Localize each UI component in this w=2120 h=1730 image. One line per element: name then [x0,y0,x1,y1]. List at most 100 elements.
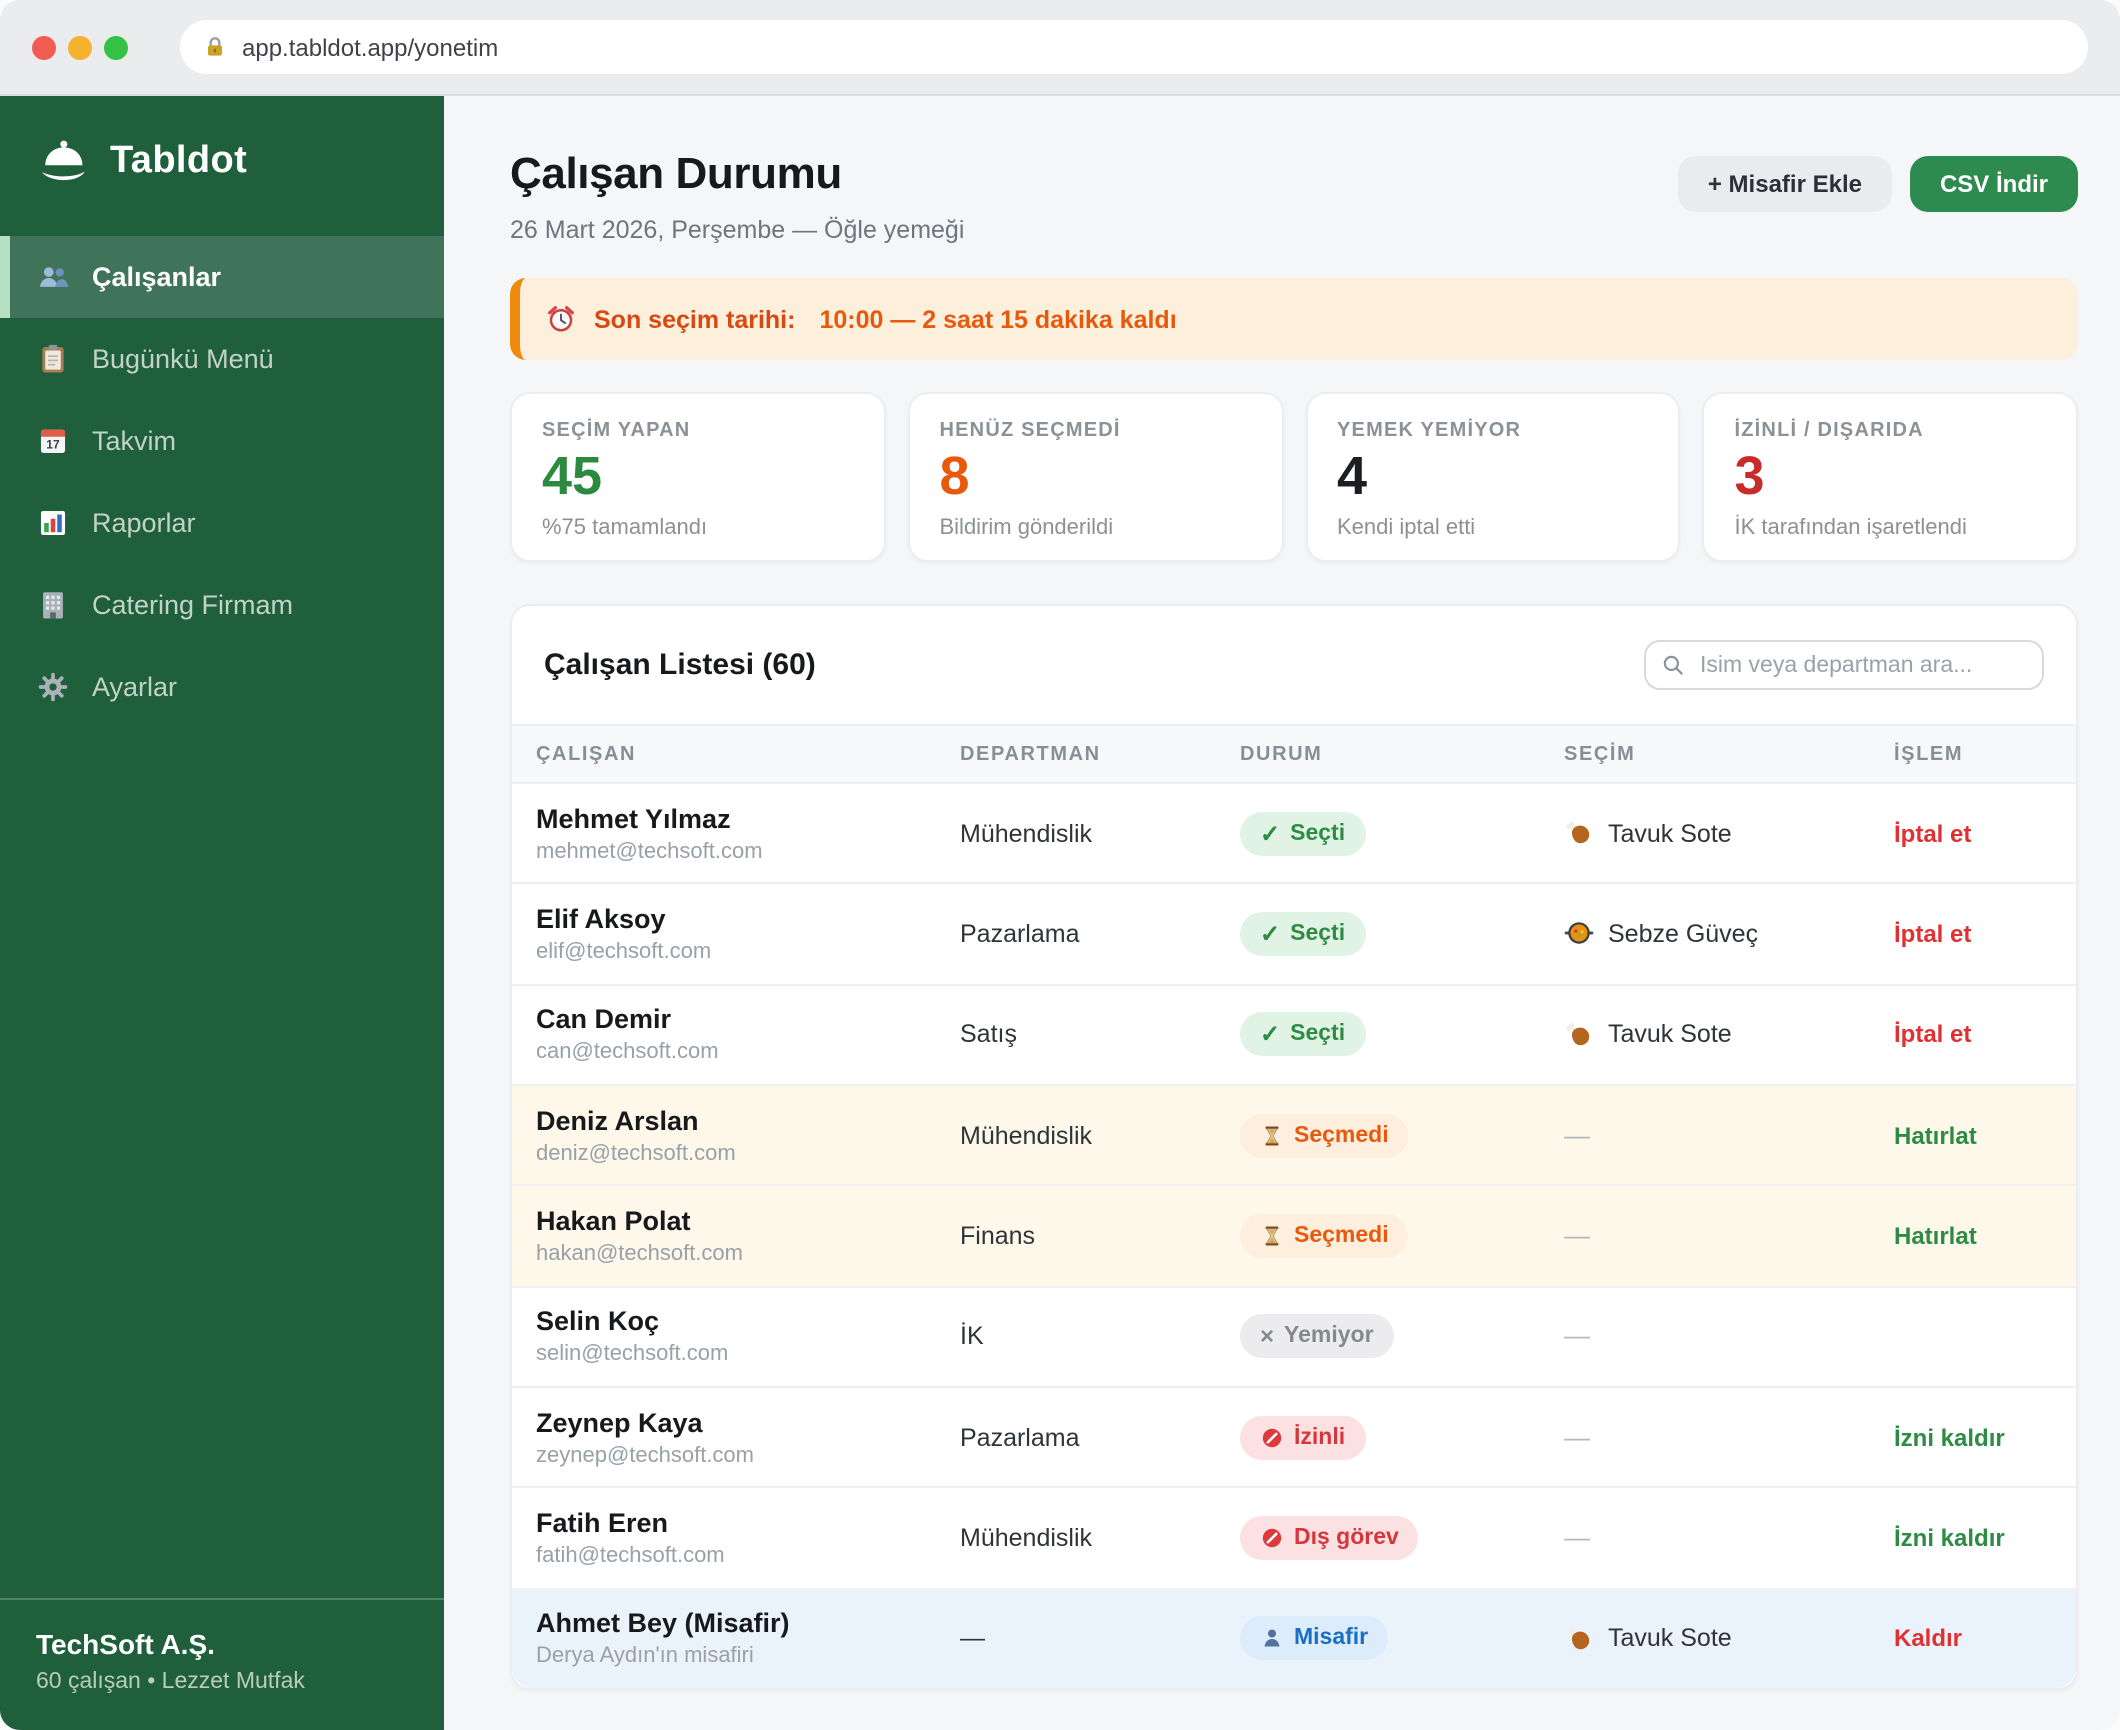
status-badge: × Yemiyor [1240,1314,1394,1359]
gear-icon [38,672,68,702]
address-bar[interactable]: app.tabldot.app/yonetim [180,20,2088,74]
sidebar-item-label: Çalışanlar [92,262,222,292]
remind-action[interactable]: Hatırlat [1894,1121,1977,1150]
sidebar-item-label: Bugünkü Menü [92,344,274,374]
meal-choice: — [1564,1521,1590,1552]
stat-sub: İK tarafından işaretlendi [1734,516,1967,540]
stat-card-yemek-yemiyor: YEMEK YEMİYOR 4 Kendi iptal etti [1305,392,1681,562]
company-meta: 60 çalışan • Lezzet Mutfak [36,1670,305,1694]
status-badge: Misafir [1240,1616,1389,1661]
browser-toolbar: app.tabldot.app/yonetim [0,0,2120,96]
meal-label: Sebze Güveç [1608,919,1759,948]
remove-leave-action[interactable]: İzni kaldır [1894,1523,2005,1552]
th-secim: SEÇİM [1564,743,1636,765]
stat-label: İZİNLİ / DIŞARIDA [1734,420,1924,442]
brand[interactable]: Tabldot [0,96,444,216]
sidebar-footer: TechSoft A.Ş. 60 çalışan • Lezzet Mutfak [0,1598,444,1730]
table-row: Fatih Eren fatih@techsoft.com Mühendislik… [512,1486,2076,1588]
chicken-leg-icon [1566,1626,1590,1649]
pan-icon [1564,923,1594,945]
sidebar-item-takvim[interactable]: 17 Takvim [0,400,444,482]
employee-name: Hakan Polat [536,1205,691,1236]
employee-email: zeynep@techsoft.com [536,1443,754,1468]
employee-name: Selin Koç [536,1306,660,1337]
chicken-leg-icon [1566,821,1590,844]
person-icon [1264,1630,1280,1648]
stat-label: YEMEK YEMİYOR [1337,420,1522,442]
page-title: Çalışan Durumu [510,148,842,198]
remove-leave-action[interactable]: İzni kaldır [1894,1423,2005,1452]
table-row: Ahmet Bey (Misafir) Derya Aydın'ın misafi… [512,1587,2076,1688]
stat-card-secim-yapan: SEÇİM YAPAN 45 %75 tamamlandı [510,392,886,562]
department: Pazarlama [960,919,1080,948]
close-window-icon[interactable] [32,35,56,59]
department: Satış [960,1020,1017,1049]
table-row: Deniz Arslan deniz@techsoft.com Mühendisl… [512,1083,2076,1185]
status-badge: Seçmedi [1240,1213,1409,1258]
employee-name: Zeynep Kaya [536,1407,703,1438]
table-row: Zeynep Kaya zeynep@techsoft.com Pazarlama… [512,1385,2076,1487]
stat-label: HENÜZ SEÇMEDİ [939,420,1121,442]
sidebar-item-catering-firmam[interactable]: Catering Firmam [0,564,444,646]
sidebar-item-label: Ayarlar [92,672,178,702]
meal-label: Tavuk Sote [1608,819,1732,848]
sidebar-item-calisanlar[interactable]: Çalışanlar [0,236,444,318]
employee-email: selin@techsoft.com [536,1342,729,1367]
deadline-banner: Son seçim tarihi: 10:00 — 2 saat 15 daki… [510,278,2078,360]
employee-name: Deniz Arslan [536,1105,699,1136]
stat-value: 45 [542,446,603,506]
deadline-value: 10:00 — 2 saat 15 dakika kaldı [819,305,1177,333]
remove-guest-action[interactable]: Kaldır [1894,1624,1963,1653]
th-departman: DEPARTMAN [960,743,1101,765]
search-input[interactable] [1644,640,2044,690]
bar-chart-icon [40,510,66,536]
table-row: Selin Koç selin@techsoft.com İK × Yemiyor … [512,1285,2076,1386]
csv-download-button[interactable]: CSV İndir [1909,156,2078,212]
maximize-window-icon[interactable] [104,35,128,59]
cancel-action[interactable]: İptal et [1894,919,1972,948]
table-header-row: ÇALIŞAN DEPARTMAN DURUM SEÇİM İŞLEM [512,724,2076,784]
window-controls [32,35,128,59]
sidebar-item-ayarlar[interactable]: Ayarlar [0,646,444,728]
status-badge: ✓ Seçti [1240,1012,1366,1057]
meal-choice: — [1564,1421,1590,1452]
company-name: TechSoft A.Ş. [36,1628,215,1660]
sidebar-item-bugunku-menu[interactable]: Bugünkü Menü [0,318,444,400]
stat-cards: SEÇİM YAPAN 45 %75 tamamlandı HENÜZ SEÇM… [510,392,2078,562]
hourglass-icon [1265,1226,1279,1246]
cloche-logo-icon [41,140,85,181]
meal-choice: Tavuk Sote [1564,1624,1894,1654]
stat-label: SEÇİM YAPAN [542,420,691,442]
stat-sub: Bildirim gönderildi [939,516,1114,540]
search-icon [1663,655,1683,675]
svg-text:17: 17 [46,437,60,451]
people-icon [39,267,69,287]
sidebar-item-label: Takvim [92,426,177,456]
hourglass-icon [1265,1125,1279,1145]
employee-email: can@techsoft.com [536,1040,719,1065]
remind-action[interactable]: Hatırlat [1894,1221,1977,1250]
th-islem: İŞLEM [1894,743,1964,765]
building-icon [43,592,63,619]
cancel-action[interactable]: İptal et [1894,1020,1972,1049]
sidebar-item-label: Catering Firmam [92,590,294,620]
chicken-leg-icon [1566,1022,1590,1045]
department: Pazarlama [960,1423,1080,1452]
check-icon: ✓ [1260,819,1281,848]
employee-name: Ahmet Bey (Misafir) [536,1608,790,1639]
check-icon: ✓ [1260,1020,1281,1049]
employee-email: elif@techsoft.com [536,939,712,964]
status-badge: İzinli [1240,1415,1366,1460]
stat-card-henuz-secmedi: HENÜZ SEÇMEDİ 8 Bildirim gönderildi [907,392,1283,562]
employee-name: Can Demir [536,1004,672,1035]
add-guest-button[interactable]: + Misafir Ekle [1677,156,1892,212]
meal-choice: Tavuk Sote [1564,1020,1894,1050]
cancel-action[interactable]: İptal et [1894,819,1972,848]
meal-choice: — [1564,1320,1590,1351]
minimize-window-icon[interactable] [68,35,92,59]
sidebar: Tabldot Çalışanlar Bugünkü Menü 17 Takvi… [0,96,444,1730]
table-row: Can Demir can@techsoft.com Satış ✓ Seçti T… [512,983,2076,1084]
check-icon: ✓ [1260,919,1281,948]
sidebar-item-raporlar[interactable]: Raporlar [0,482,444,564]
